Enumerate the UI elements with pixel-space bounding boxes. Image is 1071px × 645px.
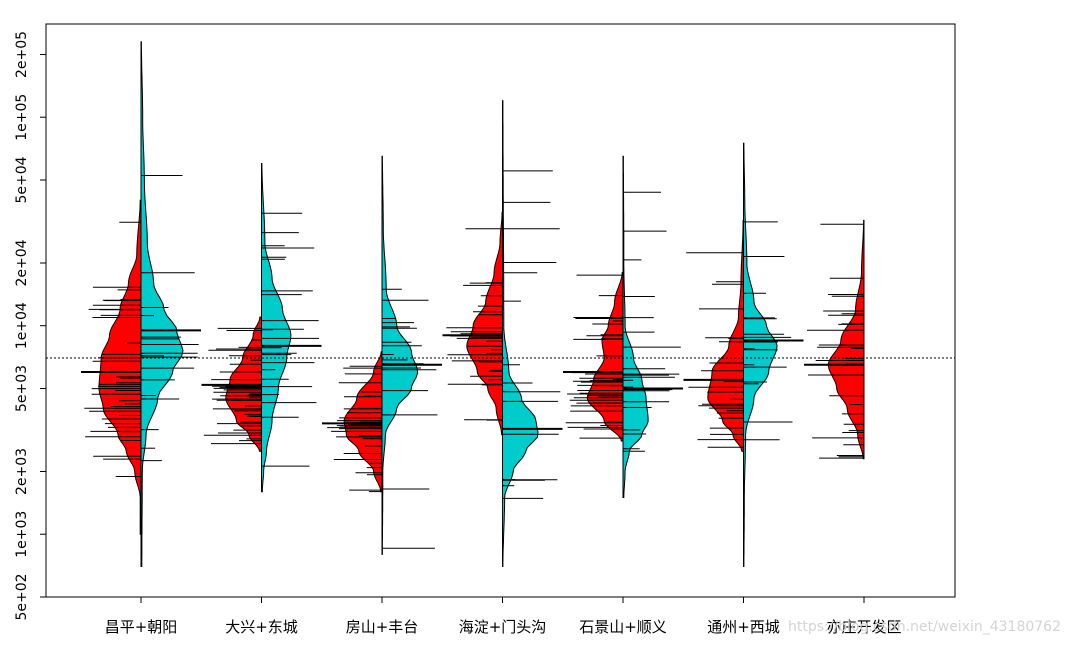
- y-tick-label: 1e+05: [14, 94, 30, 141]
- bean-0: [81, 41, 201, 567]
- density-right-5: [743, 142, 778, 567]
- bean-lines-left-3: [446, 228, 503, 421]
- bean-3: [442, 100, 563, 567]
- category-label: 昌平+朝阳: [105, 618, 178, 636]
- y-tick-label: 1e+04: [14, 302, 30, 349]
- bean-lines-left-6: [807, 223, 864, 459]
- bean-lines-left-2: [327, 365, 382, 493]
- density-right-2: [381, 155, 419, 555]
- density-right-4: [622, 155, 649, 498]
- bean-lines-left-4: [565, 274, 623, 439]
- y-tick-label: 2e+04: [14, 239, 30, 286]
- bean-lines-right-0: [141, 175, 199, 462]
- y-tick-label: 5e+04: [14, 156, 30, 203]
- bean-5: [683, 142, 804, 567]
- y-tick-label: 2e+03: [14, 448, 30, 495]
- bean-lines-right-4: [623, 191, 681, 452]
- category-label: 石景山+顺义: [579, 618, 667, 636]
- bean-lines-right-3: [502, 170, 561, 499]
- bean-lines-right-5: [743, 221, 793, 441]
- bean-lines-left-1: [203, 327, 262, 445]
- category-label: 通州+西城: [707, 618, 780, 636]
- category-label: 房山+丰台: [346, 618, 419, 636]
- bean-lines-right-1: [261, 212, 319, 467]
- category-label: 亦庄开发区: [826, 618, 901, 636]
- density-left-0: [98, 199, 142, 535]
- density-left-3: [466, 211, 503, 436]
- density-left-6: [827, 219, 865, 460]
- density-left-5: [707, 219, 744, 452]
- bean-6: [804, 219, 865, 460]
- y-tick-label: 5e+03: [14, 365, 30, 412]
- y-tick-label: 2e+05: [14, 31, 30, 78]
- category-label: 大兴+东城: [225, 618, 298, 636]
- y-tick-label: 1e+03: [14, 511, 30, 558]
- density-left-4: [586, 272, 624, 442]
- bean-2: [322, 155, 442, 555]
- bean-4: [563, 155, 683, 498]
- x-axis: 昌平+朝阳 大兴+东城 房山+丰台 海淀+门头沟 石景山+顺义 通州+西城 亦庄开发区: [105, 597, 902, 636]
- bean-lines-left-0: [84, 221, 141, 477]
- bean-1: [201, 163, 322, 493]
- watermark: https://blog.csdn.net/weixin_43180762: [787, 619, 1061, 635]
- beans-layer: [81, 41, 865, 567]
- y-tick-label: 5e+02: [14, 573, 30, 620]
- category-label: 海淀+门头沟: [459, 618, 547, 636]
- y-axis: 5e+02 1e+03 2e+03 5e+03 1e+04 2e+04 5e+04 1e+05…: [14, 31, 47, 621]
- bean-lines-left-5: [686, 252, 744, 448]
- density-right-0: [140, 41, 184, 567]
